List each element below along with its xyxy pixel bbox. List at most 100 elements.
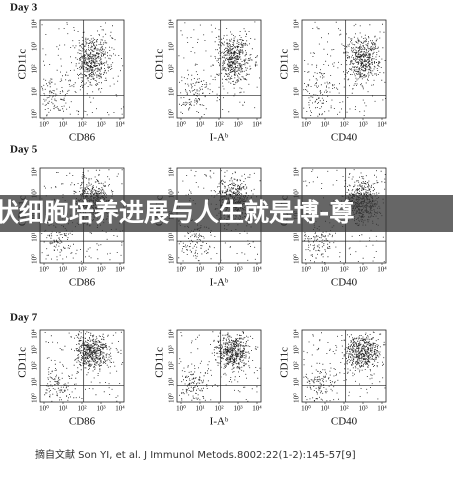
x-tick-label: 10⁴: [252, 121, 262, 129]
y-tick-label: 10¹: [31, 377, 39, 386]
y-axis-label: CD11c: [154, 49, 166, 80]
day-label: Day 3: [10, 2, 38, 14]
y-axis-label: CD11c: [154, 347, 166, 378]
x-tick-label: 10¹: [195, 266, 204, 274]
dot-cloud: [44, 331, 124, 402]
dot-cloud: [303, 331, 386, 402]
x-tick-label: 10⁴: [252, 266, 262, 274]
x-axis-label: CD40: [331, 132, 358, 144]
x-tick-label: 10¹: [320, 121, 329, 129]
plot-frame: [176, 19, 262, 119]
watermark: 状细胞培养进展与人生就是博-尊: [0, 198, 354, 227]
y-tick-label: 10⁰: [293, 393, 301, 403]
y-tick-label: 10¹: [31, 233, 39, 242]
x-axis-label: CD40: [331, 416, 358, 428]
x-tick-label: 10⁴: [252, 405, 262, 413]
x-axis-label: CD86: [69, 416, 96, 428]
x-tick-label: 10¹: [58, 266, 67, 274]
x-tick-label: 10⁴: [115, 121, 125, 129]
y-tick-label: 10¹: [31, 87, 39, 96]
y-tick-label: 10²: [31, 64, 39, 73]
y-tick-label: 10²: [31, 361, 39, 370]
y-tick-label: 10³: [293, 42, 301, 51]
day-label: Day 7: [10, 312, 38, 324]
x-tick-label: 10²: [77, 266, 86, 274]
x-axis-label: I-Aᵇ: [210, 416, 229, 428]
x-tick-label: 10¹: [195, 405, 204, 413]
x-tick-label: 10⁰: [176, 121, 186, 129]
y-tick-label: 10¹: [293, 233, 301, 242]
y-tick-label: 10²: [293, 64, 301, 73]
y-axis-label: CD11c: [17, 49, 29, 80]
y-tick-label: 10⁴: [293, 329, 301, 339]
y-tick-label: 10³: [168, 42, 176, 51]
y-tick-label: 10¹: [168, 87, 176, 96]
x-tick-label: 10²: [339, 121, 348, 129]
x-axis-label: CD40: [331, 277, 358, 289]
x-tick-label: 10⁰: [301, 266, 311, 274]
y-tick-label: 10²: [168, 361, 176, 370]
y-tick-label: 10¹: [168, 377, 176, 386]
x-tick-label: 10⁰: [301, 121, 311, 129]
dot-cloud: [178, 331, 261, 402]
y-axis-label: CD11c: [279, 347, 291, 378]
x-tick-label: 10⁰: [176, 405, 186, 413]
x-tick-label: 10³: [233, 266, 242, 274]
y-tick-label: 10⁴: [31, 19, 39, 29]
x-tick-label: 10²: [339, 266, 348, 274]
y-tick-label: 10¹: [168, 233, 176, 242]
x-tick-label: 10¹: [195, 121, 204, 129]
x-tick-label: 10²: [339, 405, 348, 413]
x-tick-label: 10²: [214, 266, 223, 274]
plot-frame: [39, 329, 125, 403]
y-tick-label: 10⁰: [31, 254, 39, 264]
y-axis-label: CD11c: [279, 49, 291, 80]
y-tick-label: 10⁴: [31, 329, 39, 339]
x-tick-label: 10³: [233, 405, 242, 413]
x-tick-label: 10³: [358, 121, 367, 129]
y-tick-label: 10⁴: [31, 167, 39, 177]
y-tick-label: 10⁰: [31, 109, 39, 119]
y-tick-label: 10²: [168, 64, 176, 73]
x-tick-label: 10⁰: [39, 121, 49, 129]
y-tick-label: 10²: [293, 361, 301, 370]
x-tick-label: 10¹: [58, 121, 67, 129]
x-tick-label: 10²: [214, 405, 223, 413]
y-tick-label: 10³: [31, 189, 39, 198]
y-tick-label: 10⁴: [293, 167, 301, 177]
x-tick-label: 10¹: [320, 266, 329, 274]
x-tick-label: 10⁴: [377, 121, 387, 129]
x-tick-label: 10³: [96, 266, 105, 274]
y-tick-label: 10⁰: [168, 254, 176, 264]
y-tick-label: 10⁰: [31, 393, 39, 403]
x-axis-label: CD86: [69, 277, 96, 289]
plot-frame: [301, 19, 387, 119]
y-tick-label: 10³: [293, 345, 301, 354]
y-tick-label: 10¹: [293, 87, 301, 96]
x-axis-label: CD86: [69, 132, 96, 144]
x-tick-label: 10⁰: [176, 266, 186, 274]
day-label: Day 5: [10, 144, 38, 156]
x-tick-label: 10³: [358, 405, 367, 413]
x-tick-label: 10²: [77, 405, 86, 413]
dot-cloud: [303, 21, 386, 117]
x-tick-label: 10⁰: [39, 266, 49, 274]
y-tick-label: 10³: [168, 189, 176, 198]
dot-cloud: [178, 21, 260, 118]
y-tick-label: 10¹: [293, 377, 301, 386]
x-tick-label: 10¹: [320, 405, 329, 413]
x-tick-label: 10⁴: [115, 266, 125, 274]
dot-cloud: [41, 22, 124, 117]
x-tick-label: 10⁰: [301, 405, 311, 413]
x-tick-label: 10²: [77, 121, 86, 129]
y-tick-label: 10³: [293, 189, 301, 198]
x-tick-label: 10⁴: [377, 405, 387, 413]
x-tick-label: 10³: [358, 266, 367, 274]
y-tick-label: 10⁰: [168, 109, 176, 119]
y-tick-label: 10³: [168, 345, 176, 354]
x-tick-label: 10⁴: [377, 266, 387, 274]
y-tick-label: 10⁰: [293, 254, 301, 264]
y-tick-label: 10⁴: [168, 19, 176, 29]
x-tick-label: 10²: [214, 121, 223, 129]
